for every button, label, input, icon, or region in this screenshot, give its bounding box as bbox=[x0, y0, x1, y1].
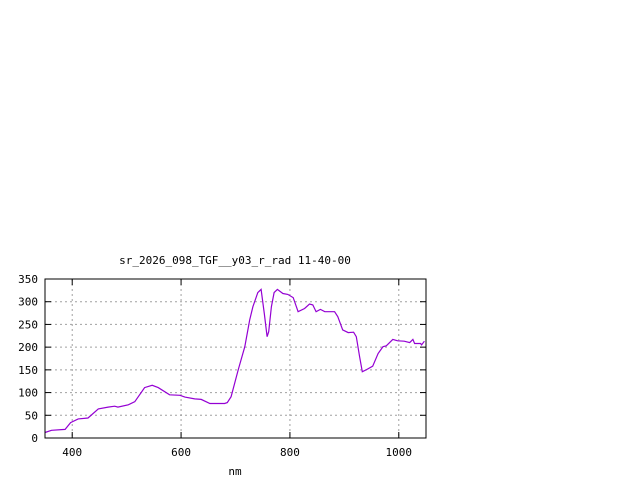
x-axis: 400 600 800 1000 bbox=[62, 279, 412, 459]
y-tick-label: 350 bbox=[18, 273, 38, 286]
x-tick-label: 600 bbox=[171, 446, 191, 459]
y-axis: 0 50 100 150 200 250 300 350 bbox=[18, 273, 426, 445]
chart-title: sr_2026_098_TGF__y03_r_rad 11-40-00 bbox=[119, 254, 351, 267]
x-tick-label: 1000 bbox=[386, 446, 413, 459]
y-tick-label: 100 bbox=[18, 387, 38, 400]
plot-border bbox=[44, 278, 427, 439]
y-tick-label: 200 bbox=[18, 341, 38, 354]
y-tick-label: 50 bbox=[25, 409, 38, 422]
y-tick-label: 0 bbox=[31, 432, 38, 445]
x-axis-label: nm bbox=[228, 465, 242, 478]
x-tick-label: 800 bbox=[280, 446, 300, 459]
y-tick-label: 300 bbox=[18, 296, 38, 309]
y-tick-label: 150 bbox=[18, 364, 38, 377]
x-tick-label: 400 bbox=[62, 446, 82, 459]
grid bbox=[45, 279, 426, 438]
y-tick-label: 250 bbox=[18, 318, 38, 331]
series-line bbox=[44, 288, 425, 434]
